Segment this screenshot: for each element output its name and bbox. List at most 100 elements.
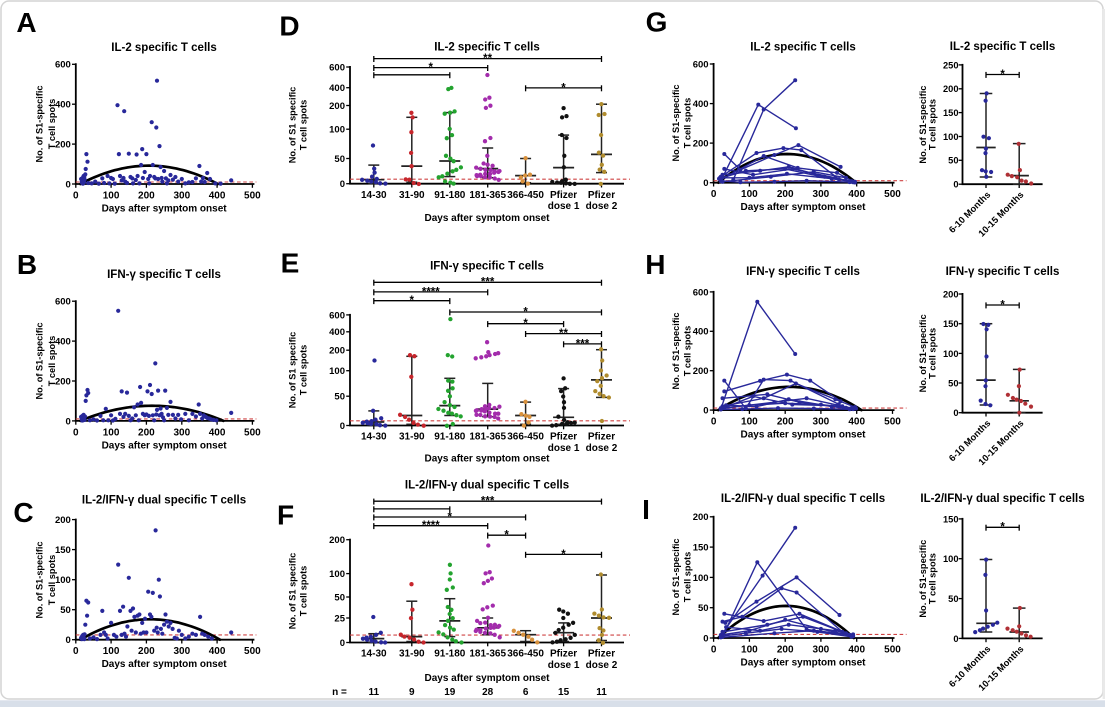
svg-text:0: 0 [73, 646, 79, 657]
svg-text:0: 0 [340, 638, 345, 649]
svg-text:600: 600 [55, 297, 71, 308]
svg-text:No. of S1-specific: No. of S1-specific [918, 314, 928, 392]
svg-text:300: 300 [173, 646, 190, 657]
svg-text:Days after symptom onset: Days after symptom onset [740, 202, 866, 213]
svg-text:dose 1: dose 1 [548, 660, 580, 671]
svg-text:200: 200 [693, 366, 709, 377]
svg-text:IL-2/IFN-γ dual specific T cel: IL-2/IFN-γ dual specific T cells [82, 495, 246, 507]
svg-text:n =: n = [332, 687, 347, 698]
svg-text:100: 100 [693, 573, 709, 584]
svg-text:400: 400 [693, 99, 709, 110]
svg-text:Days after symptom onset: Days after symptom onset [740, 657, 866, 668]
svg-text:0: 0 [340, 421, 345, 432]
svg-text:*: * [561, 549, 566, 561]
svg-text:150: 150 [943, 319, 959, 329]
svg-text:*: * [504, 530, 509, 542]
svg-text:500: 500 [244, 427, 261, 438]
svg-text:T cell spots: T cell spots [927, 99, 937, 150]
svg-text:200: 200 [943, 289, 959, 299]
svg-text:****: **** [422, 286, 440, 298]
svg-text:200: 200 [329, 535, 345, 546]
svg-text:T cell spots: T cell spots [47, 555, 57, 606]
svg-text:250: 250 [943, 60, 959, 70]
svg-text:B: B [17, 249, 37, 280]
svg-text:50: 50 [948, 156, 958, 166]
svg-text:IFN-γ specific T cells: IFN-γ specific T cells [746, 266, 860, 278]
svg-text:400: 400 [848, 189, 865, 200]
svg-text:No. of S1-specific: No. of S1-specific [671, 84, 681, 161]
svg-text:181-365: 181-365 [469, 649, 506, 660]
svg-text:100: 100 [741, 417, 758, 428]
svg-text:100: 100 [103, 427, 120, 438]
svg-text:No. of S1-specific: No. of S1-specific [671, 312, 681, 389]
svg-text:dose 1: dose 1 [548, 201, 580, 212]
svg-text:Pfizer: Pfizer [550, 190, 577, 201]
svg-text:200: 200 [55, 515, 71, 526]
svg-text:200: 200 [138, 191, 155, 202]
svg-text:11: 11 [369, 687, 380, 698]
svg-text:E: E [281, 248, 300, 279]
svg-text:200: 200 [55, 140, 71, 151]
svg-text:*: * [1000, 299, 1005, 311]
svg-text:0: 0 [711, 189, 717, 200]
svg-text:T cell spots: T cell spots [299, 100, 309, 151]
svg-text:100: 100 [55, 575, 71, 586]
svg-text:200: 200 [329, 346, 345, 357]
svg-text:28: 28 [482, 687, 494, 698]
svg-text:0: 0 [66, 179, 71, 190]
svg-text:No. of S1-specific: No. of S1-specific [671, 538, 681, 615]
svg-text:F: F [277, 500, 294, 531]
svg-text:C: C [13, 497, 33, 528]
svg-text:dose 2: dose 2 [586, 443, 618, 454]
svg-text:0: 0 [73, 191, 79, 202]
svg-text:IL-2/IFN-γ dual specific T cel: IL-2/IFN-γ dual specific T cells [721, 493, 885, 505]
svg-text:400: 400 [329, 327, 345, 338]
svg-text:**: ** [483, 53, 492, 65]
svg-text:Days after symptom onset: Days after symptom onset [102, 203, 228, 214]
svg-text:*: * [410, 295, 415, 307]
svg-text:400: 400 [209, 191, 226, 202]
svg-text:50: 50 [334, 392, 345, 403]
svg-text:100: 100 [943, 554, 959, 564]
svg-text:T cell spots: T cell spots [47, 99, 57, 150]
svg-text:0: 0 [953, 634, 958, 644]
svg-text:***: *** [481, 277, 495, 289]
svg-text:200: 200 [693, 512, 709, 523]
svg-text:200: 200 [777, 417, 794, 428]
svg-text:*: * [523, 318, 528, 330]
svg-text:****: **** [422, 520, 440, 532]
svg-text:300: 300 [813, 645, 830, 656]
svg-text:500: 500 [884, 645, 901, 656]
svg-text:9: 9 [409, 687, 415, 698]
svg-text:***: *** [481, 496, 495, 508]
svg-text:IL-2 specific T cells: IL-2 specific T cells [750, 41, 855, 53]
svg-text:50: 50 [334, 154, 345, 165]
svg-text:19: 19 [444, 687, 456, 698]
svg-text:400: 400 [693, 327, 709, 338]
svg-text:IFN-γ specific T cells: IFN-γ specific T cells [430, 261, 544, 273]
svg-text:500: 500 [244, 191, 261, 202]
svg-text:400: 400 [209, 646, 226, 657]
svg-text:0: 0 [340, 179, 345, 190]
svg-text:*: * [1000, 69, 1005, 81]
svg-text:*: * [523, 306, 528, 318]
svg-text:**: ** [559, 328, 568, 340]
svg-text:No. of S1-specific: No. of S1-specific [918, 86, 928, 164]
svg-text:600: 600 [329, 310, 345, 321]
svg-text:91-180: 91-180 [434, 190, 466, 201]
svg-text:IL-2/IFN-γ dual specific T cel: IL-2/IFN-γ dual specific T cells [920, 493, 1084, 505]
svg-text:400: 400 [55, 337, 71, 348]
svg-text:*: * [561, 82, 566, 94]
svg-text:600: 600 [693, 287, 709, 298]
svg-text:366-450: 366-450 [507, 432, 544, 443]
svg-text:366-450: 366-450 [507, 649, 544, 660]
svg-text:100: 100 [329, 569, 345, 580]
svg-text:100: 100 [943, 132, 959, 142]
svg-text:14-30: 14-30 [361, 432, 387, 443]
svg-text:600: 600 [329, 62, 345, 73]
svg-text:300: 300 [173, 427, 190, 438]
svg-text:T cell spots: T cell spots [683, 326, 693, 377]
svg-text:181-365: 181-365 [469, 190, 506, 201]
svg-text:*: * [447, 511, 452, 523]
svg-text:IFN-γ specific T cells: IFN-γ specific T cells [946, 266, 1060, 278]
